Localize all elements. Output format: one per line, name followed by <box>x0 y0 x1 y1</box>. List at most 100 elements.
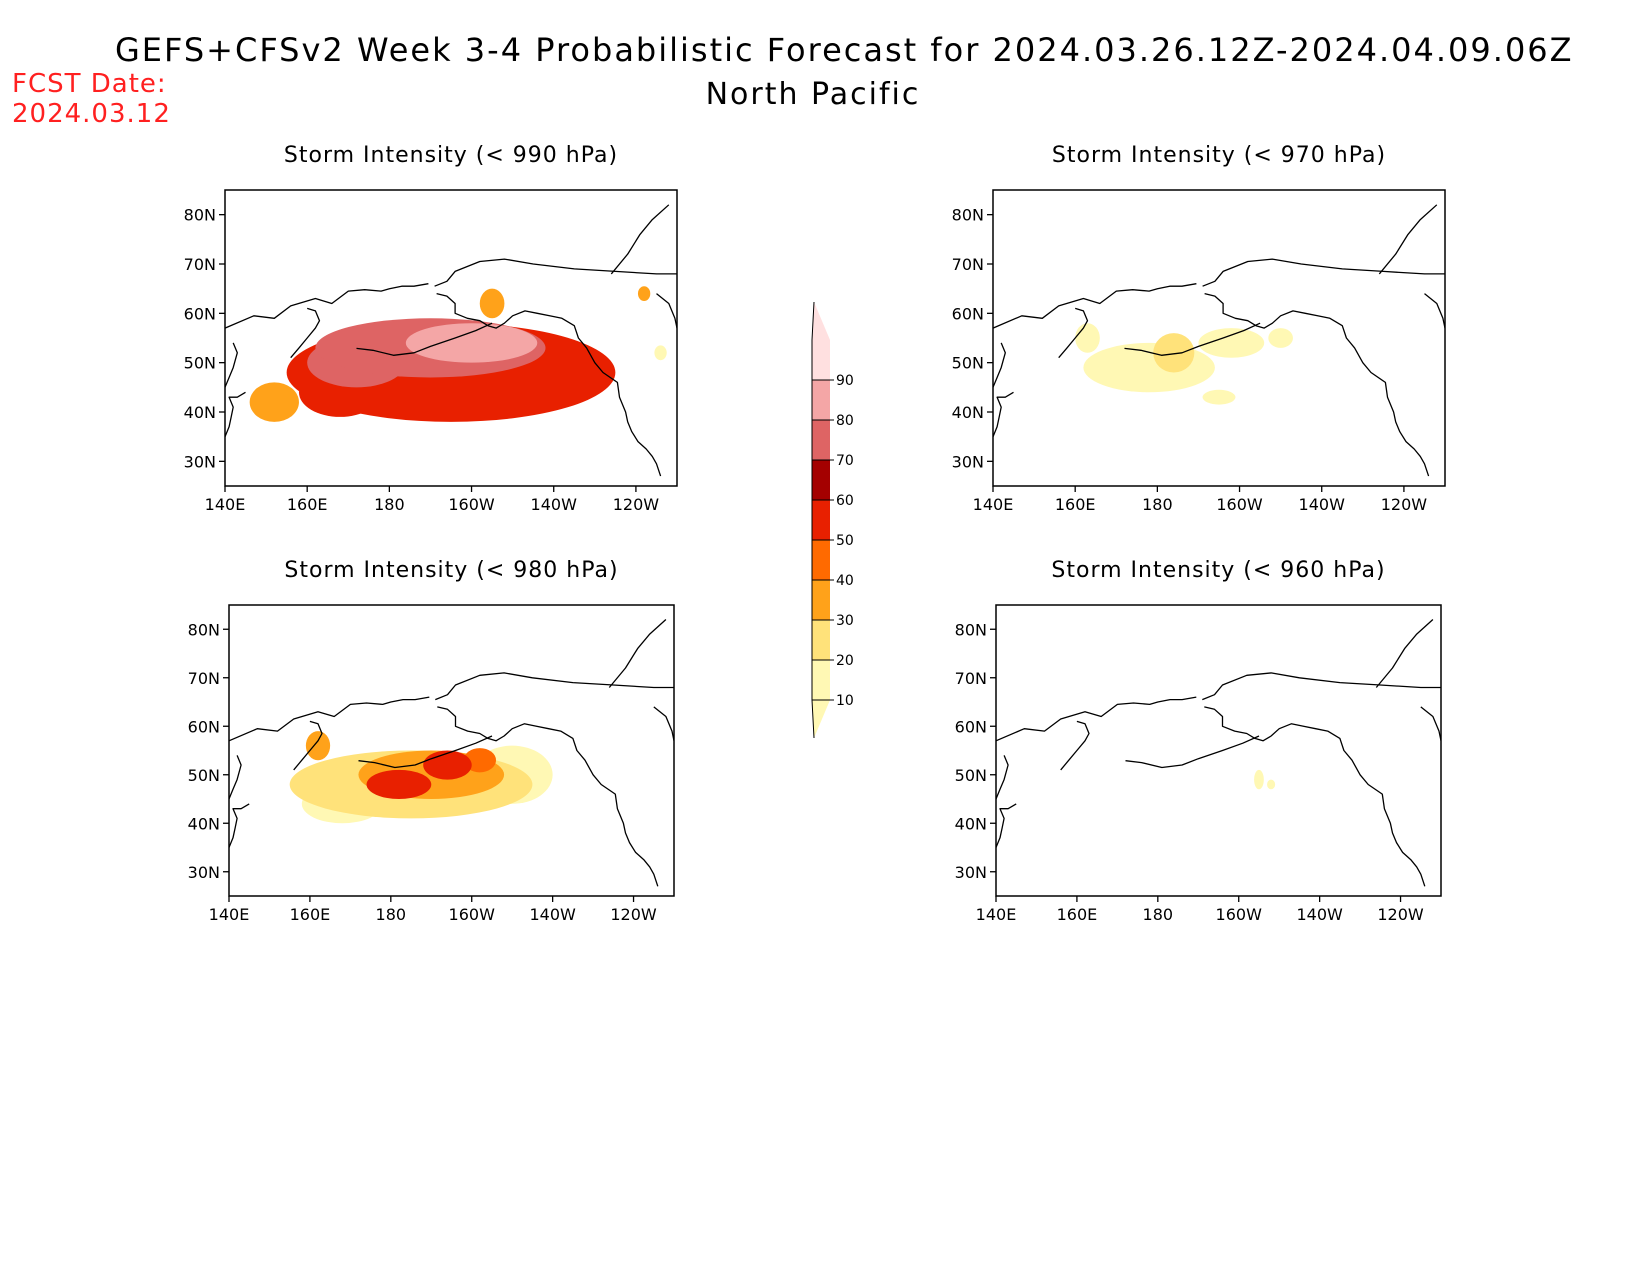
lat-tick-label: 30N <box>188 863 220 882</box>
probability-cell <box>405 323 538 363</box>
probability-cell <box>1075 323 1100 353</box>
coastline-segment <box>1420 706 1441 741</box>
coastline-segment <box>1378 204 1438 275</box>
probability-cell <box>1254 769 1264 790</box>
coastline-segment <box>1125 735 1260 769</box>
lon-tick-label: 180 <box>1143 905 1174 924</box>
coastline-segment <box>434 258 677 287</box>
coastline-segment <box>996 755 1009 800</box>
colorbar-swatch <box>812 460 830 500</box>
lon-tick-label: 140E <box>205 495 246 514</box>
lat-tick-label: 40N <box>952 403 984 422</box>
coastline-segment <box>229 755 242 800</box>
coastline-segment <box>1202 258 1445 287</box>
coastline-segment <box>653 706 674 741</box>
coastline <box>225 204 677 477</box>
coastline-segment <box>1202 672 1441 701</box>
lat-tick-label: 60N <box>955 717 987 736</box>
lon-tick-label: 140W <box>529 905 576 924</box>
probability-cell <box>1267 779 1276 790</box>
panel-title: Storm Intensity (< 960 hPa) <box>1051 558 1385 583</box>
coastline-segment <box>1424 293 1445 329</box>
coastline-segment <box>1060 720 1090 771</box>
coastline-segment <box>656 293 677 329</box>
lat-tick-label: 70N <box>952 255 984 274</box>
lat-tick-label: 50N <box>952 354 984 373</box>
colorbar-swatch <box>812 420 830 460</box>
colorbar-swatch <box>812 580 830 620</box>
colorbar-outline <box>811 301 815 739</box>
map-frame <box>995 604 1442 897</box>
lat-tick-label: 70N <box>955 669 987 688</box>
lon-tick-label: 120W <box>613 495 660 514</box>
map-panel-p990: Storm Intensity (< 990 hPa) 30N 40N 50N 60N 7… <box>184 143 678 514</box>
colorbar: 10 20 30 40 50 60 70 80 90 <box>811 301 854 739</box>
lon-tick-label: 140W <box>1299 495 1346 514</box>
lon-tick-label: 140E <box>976 905 1017 924</box>
lat-tick-label: 30N <box>952 452 984 471</box>
probability-field <box>289 731 553 824</box>
coastline-segment <box>993 283 1197 329</box>
coastline-segment <box>436 292 662 477</box>
probability-cell <box>423 750 472 780</box>
coastline-segment <box>993 391 1014 437</box>
colorbar-label: 60 <box>836 493 854 509</box>
colorbar-upper-cap <box>812 302 830 340</box>
coastline-segment <box>437 706 659 887</box>
lat-tick-label: 80N <box>955 620 987 639</box>
colorbar-label: 70 <box>836 453 854 469</box>
lat-tick-label: 80N <box>184 206 216 225</box>
coastline-segment <box>1375 619 1434 688</box>
lon-tick-label: 160E <box>1055 495 1096 514</box>
lon-tick-label: 160W <box>1216 905 1263 924</box>
colorbar-label: 80 <box>836 413 854 429</box>
lat-tick-label: 70N <box>184 255 216 274</box>
colorbar-label: 20 <box>836 653 854 669</box>
lat-tick-label: 50N <box>188 766 220 785</box>
coastline-segment <box>1058 307 1089 359</box>
figure-title: GEFS+CFSv2 Week 3-4 Probabilistic Foreca… <box>115 31 1574 69</box>
probability-cell <box>1083 342 1215 393</box>
lon-tick-label: 120W <box>610 905 657 924</box>
coastline-segment <box>993 342 1006 388</box>
probability-cell <box>249 382 299 422</box>
lon-tick-label: 160W <box>1216 495 1263 514</box>
colorbar-swatch <box>812 660 830 700</box>
probability-field <box>1075 323 1293 405</box>
lat-tick-label: 30N <box>184 452 216 471</box>
colorbar-swatch <box>812 340 830 380</box>
lon-tick-label: 120W <box>1381 495 1428 514</box>
coastline-segment <box>358 735 493 769</box>
probability-cell <box>366 769 432 799</box>
lon-tick-label: 180 <box>1142 495 1173 514</box>
probability-cell <box>1153 333 1195 373</box>
coastline-segment <box>996 803 1017 848</box>
coastline <box>229 619 674 887</box>
coastline-segment <box>225 283 429 329</box>
coastline-segment <box>356 322 493 356</box>
probability-cell <box>1202 389 1236 405</box>
probability-cell <box>1198 328 1265 358</box>
lon-tick-label: 140W <box>1296 905 1343 924</box>
lat-tick-label: 70N <box>188 669 220 688</box>
coastline-segment <box>229 803 250 848</box>
lat-tick-label: 50N <box>955 766 987 785</box>
lon-tick-label: 140E <box>209 905 250 924</box>
coastline-segment <box>293 720 323 771</box>
coastline-segment <box>290 307 321 359</box>
coastline-segment <box>435 672 674 701</box>
panel-title: Storm Intensity (< 990 hPa) <box>284 143 618 168</box>
coastline-segment <box>610 204 670 275</box>
lon-tick-label: 120W <box>1377 905 1424 924</box>
probability-field <box>1254 769 1276 790</box>
figure-subtitle: North Pacific <box>706 77 921 112</box>
coastline-segment <box>1124 322 1261 356</box>
lon-tick-label: 140W <box>531 495 578 514</box>
fcst-date-value: 2024.03.12 <box>12 99 171 129</box>
lon-tick-label: 180 <box>376 905 407 924</box>
colorbar-swatch <box>812 620 830 660</box>
lat-tick-label: 80N <box>188 620 220 639</box>
colorbar-label: 40 <box>836 573 854 589</box>
lat-tick-label: 30N <box>955 863 987 882</box>
